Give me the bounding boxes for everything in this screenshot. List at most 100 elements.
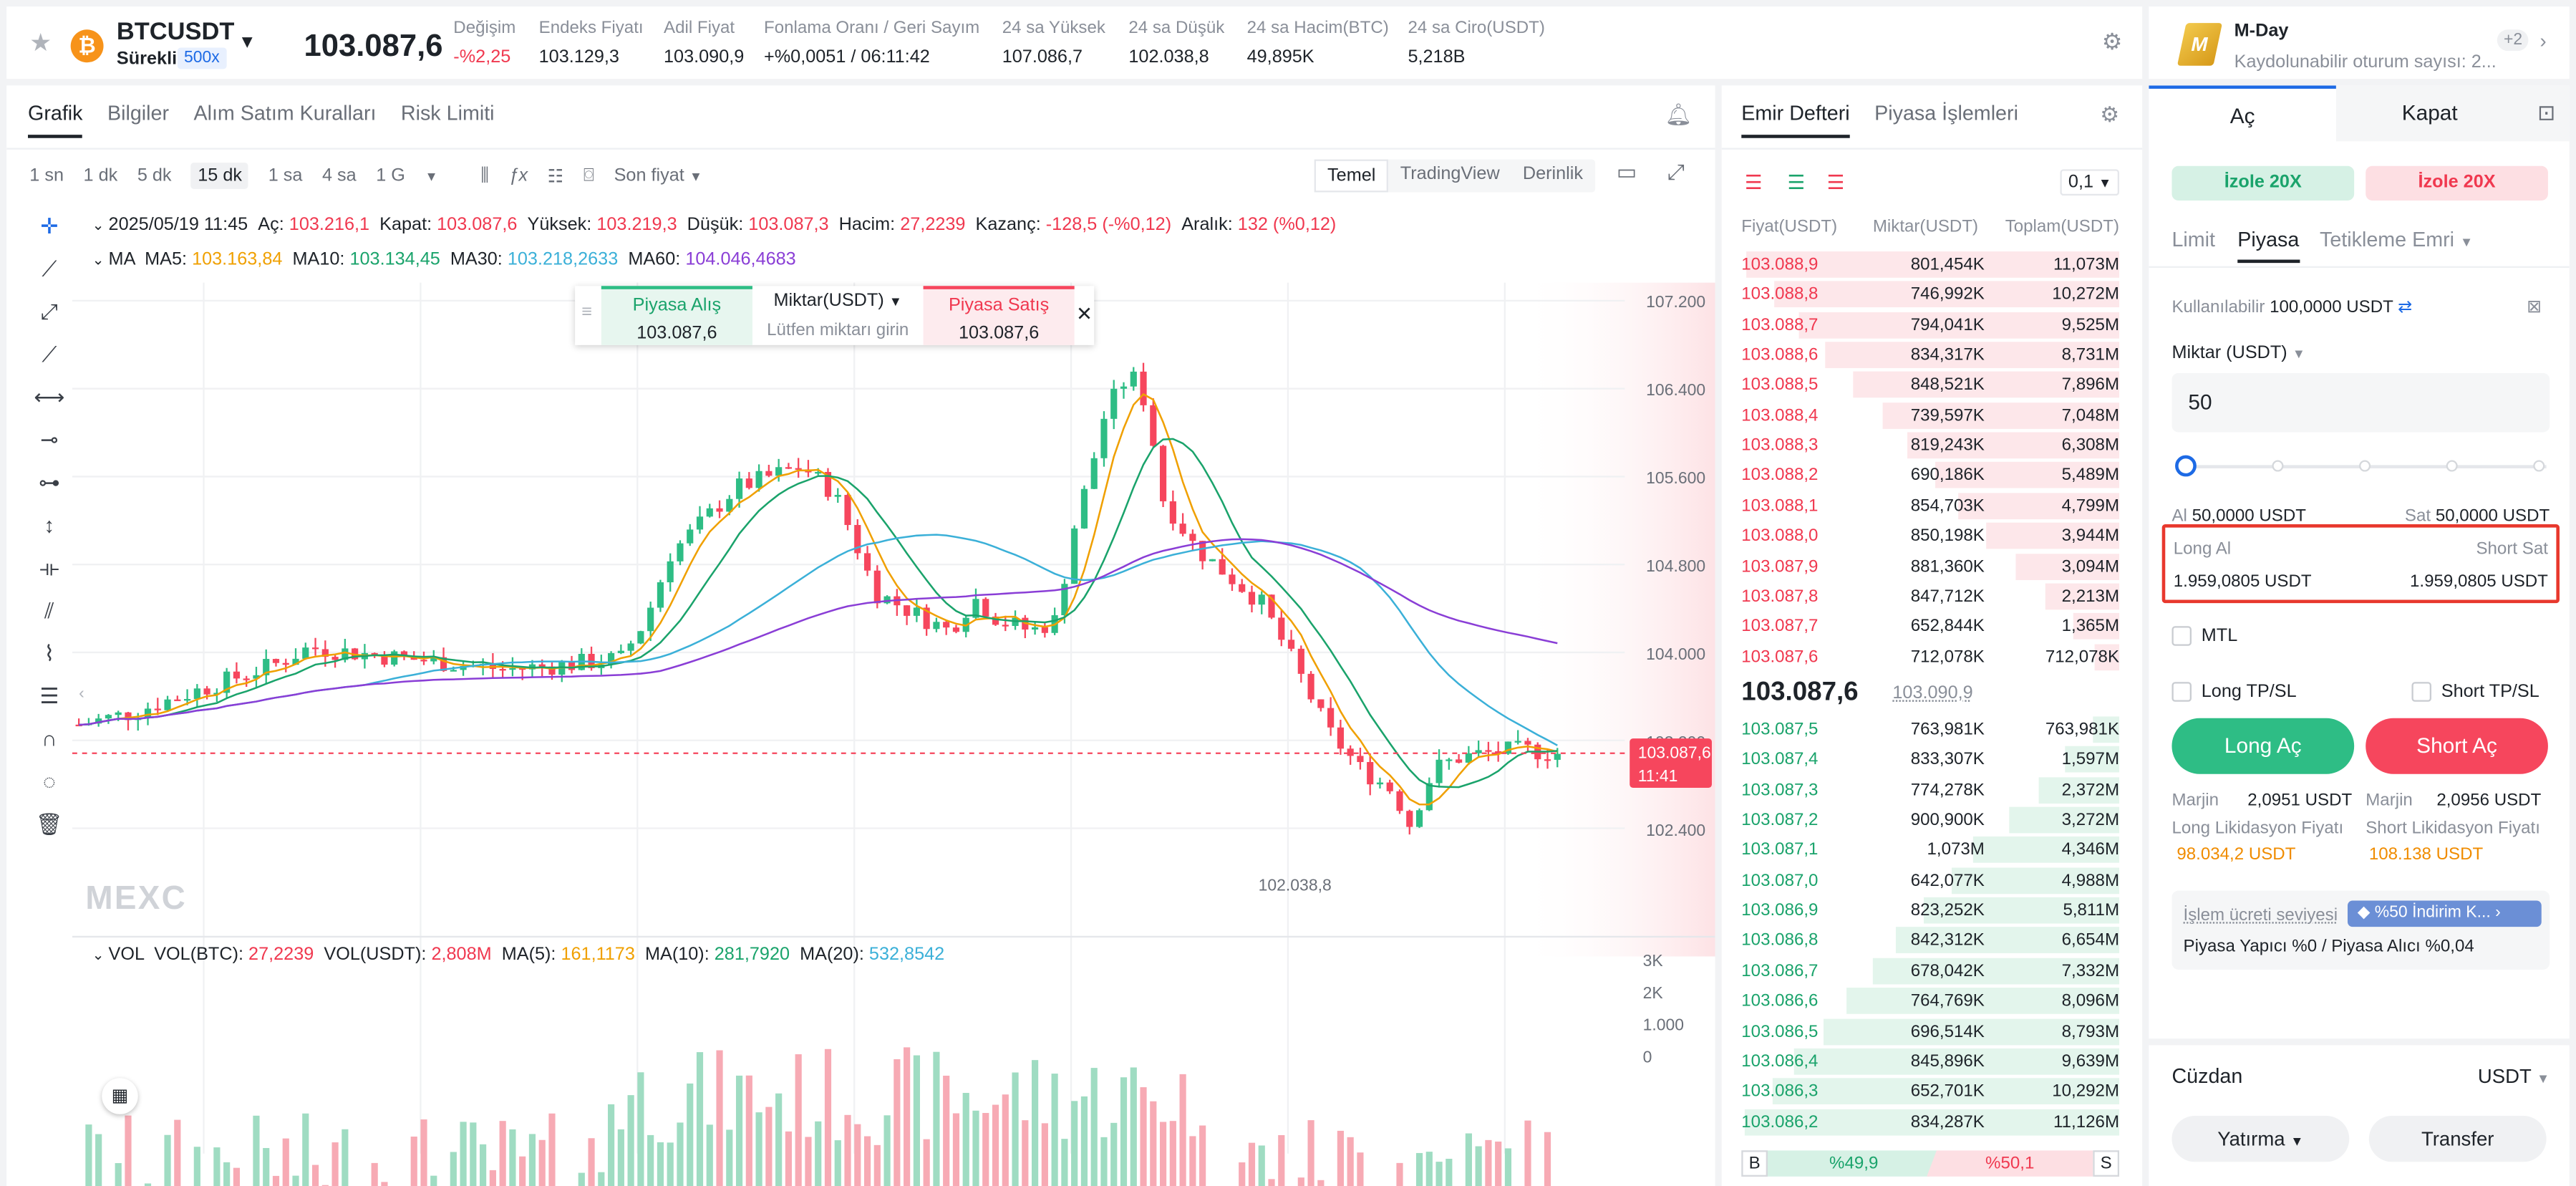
book-mode-asks-icon[interactable]: ☰ bbox=[1826, 170, 1845, 194]
slider-tick[interactable] bbox=[2272, 460, 2284, 472]
fee-discount-badge[interactable]: ◆ %50 İndirim K... › bbox=[2347, 900, 2542, 927]
bell-icon[interactable]: 🔔︎ bbox=[1665, 102, 1693, 127]
close-icon[interactable]: ✕ bbox=[1075, 302, 1093, 326]
timeframe-more-icon[interactable]: ▼ bbox=[425, 168, 438, 183]
mode-tradingview[interactable]: TradingView bbox=[1400, 164, 1500, 184]
bid-row[interactable]: 103.087,0 642,077K 4,988M bbox=[1722, 866, 2142, 896]
ask-row[interactable]: 103.087,7 652,844K 1,365M bbox=[1722, 612, 2142, 642]
open-short-button[interactable]: Short Aç bbox=[2366, 718, 2548, 774]
timeframe-5m[interactable]: 5 dk bbox=[137, 165, 172, 186]
calculator-icon[interactable]: ⊡ bbox=[2523, 85, 2570, 142]
timeframe-1s[interactable]: 1 sn bbox=[29, 165, 64, 186]
order-type-limit[interactable]: Limit bbox=[2171, 228, 2216, 252]
bid-row[interactable]: 103.086,2 834,287K 11,126M bbox=[1722, 1107, 2142, 1137]
horizontal-ray-icon[interactable]: ⊸ bbox=[40, 427, 59, 453]
camera-icon[interactable]: ⌼ bbox=[583, 165, 595, 185]
layout-icon[interactable]: ☷ bbox=[547, 166, 564, 187]
deposit-button[interactable]: Yatırma ▼ bbox=[2171, 1116, 2350, 1162]
ask-row[interactable]: 103.088,0 850,198K 3,944M bbox=[1722, 521, 2142, 551]
mday-banner[interactable]: M M-Day Kaydolunabilir oturum sayısı: 2.… bbox=[2149, 6, 2570, 79]
ask-row[interactable]: 103.087,9 881,360K 3,094M bbox=[1722, 551, 2142, 582]
price-chart[interactable]: 107.200 106.400 105.600 104.800 104.000 103.2… bbox=[6, 85, 1715, 1186]
extended-line-icon[interactable]: ⟋ bbox=[42, 342, 57, 367]
tab-risk-limit[interactable]: Risk Limiti bbox=[400, 102, 495, 125]
short-tpsl-checkbox[interactable] bbox=[2411, 682, 2432, 702]
book-settings-icon[interactable]: ⚙ bbox=[2100, 102, 2120, 127]
slider-tick[interactable] bbox=[2533, 460, 2545, 472]
quick-qty-field[interactable]: Miktar(USDT) ▼ Lütfen miktarı girin bbox=[756, 291, 920, 340]
collapse-icon[interactable]: ⌄ bbox=[92, 216, 109, 233]
drag-handle-icon[interactable]: ≡ bbox=[581, 302, 593, 322]
indicator-icon[interactable]: ƒx bbox=[508, 165, 528, 186]
order-type-trigger[interactable]: Tetikleme Emri ▼ bbox=[2319, 228, 2474, 252]
bid-row[interactable]: 103.086,8 842,312K 6,654M bbox=[1722, 926, 2142, 956]
tab-grafik[interactable]: Grafik bbox=[28, 102, 83, 138]
collapse-icon[interactable]: ⌄ bbox=[92, 946, 109, 963]
tab-bilgiler[interactable]: Bilgiler bbox=[107, 102, 170, 125]
fullscreen-icon[interactable]: ⤢ bbox=[1667, 159, 1685, 184]
timeframe-4h[interactable]: 4 sa bbox=[321, 165, 357, 186]
window-icon[interactable]: ▭ bbox=[1616, 159, 1637, 184]
calendar-icon[interactable]: ▦ bbox=[102, 1078, 138, 1114]
hide-drawings-icon[interactable]: ◌ bbox=[42, 768, 56, 794]
ask-row[interactable]: 103.088,5 848,521K 7,896M bbox=[1722, 370, 2142, 400]
ray-icon[interactable]: ⤢ bbox=[40, 299, 58, 324]
ask-row[interactable]: 103.088,8 746,992K 10,272M bbox=[1722, 280, 2142, 310]
fee-calc-icon[interactable]: ⊠ bbox=[2527, 297, 2542, 317]
timeframe-1m[interactable]: 1 dk bbox=[83, 165, 118, 186]
bid-row[interactable]: 103.086,6 764,769K 8,096M bbox=[1722, 986, 2142, 1016]
ask-row[interactable]: 103.088,7 794,041K 9,525M bbox=[1722, 310, 2142, 340]
magnet-icon[interactable]: ∩ bbox=[42, 726, 57, 751]
price-type-select[interactable]: Son fiyat ▼ bbox=[614, 165, 703, 186]
tab-trading-rules[interactable]: Alım Satım Kuralları bbox=[193, 102, 377, 125]
mode-basic[interactable]: Temel bbox=[1314, 159, 1389, 193]
ask-row[interactable]: 103.088,4 739,597K 7,048M bbox=[1722, 400, 2142, 430]
tab-open[interactable]: Aç bbox=[2149, 85, 2336, 141]
bid-row[interactable]: 103.086,7 678,042K 7,332M bbox=[1722, 956, 2142, 986]
bid-row[interactable]: 103.087,1 1,073M 4,346M bbox=[1722, 836, 2142, 866]
tab-close[interactable]: Kapat bbox=[2335, 85, 2524, 142]
wallet-currency-select[interactable]: USDT ▼ bbox=[2477, 1064, 2550, 1089]
market-buy-button[interactable]: Piyasa Alış 103.087,6 bbox=[601, 286, 752, 345]
ask-row[interactable]: 103.087,6 712,078K 712,078K bbox=[1722, 642, 2142, 672]
ask-row[interactable]: 103.088,9 801,454K 11,073M bbox=[1722, 250, 2142, 280]
timeframe-1h[interactable]: 1 sa bbox=[268, 165, 303, 186]
slider-tick[interactable] bbox=[2446, 460, 2458, 472]
timeframe-1d[interactable]: 1 G bbox=[376, 165, 405, 186]
symbol-dropdown-icon[interactable]: ▼ bbox=[238, 32, 256, 53]
long-tpsl-checkbox[interactable] bbox=[2171, 682, 2192, 702]
transfer-arrows-icon[interactable]: ⇄ bbox=[2398, 297, 2413, 317]
bid-row[interactable]: 103.087,5 763,981K 763,981K bbox=[1722, 715, 2142, 745]
channel-icon[interactable]: ⫽ bbox=[44, 598, 54, 623]
bid-row[interactable]: 103.087,2 900,900K 3,272M bbox=[1722, 805, 2142, 835]
pattern-icon[interactable]: ⌇ bbox=[44, 640, 55, 666]
trend-line-icon[interactable]: ⟋ bbox=[42, 256, 57, 281]
ask-row[interactable]: 103.087,8 847,712K 2,213M bbox=[1722, 582, 2142, 612]
tab-market-trades[interactable]: Piyasa İşlemleri bbox=[1874, 102, 2018, 125]
qty-unit-select[interactable]: Miktar (USDT) ▼ bbox=[2171, 343, 2305, 364]
open-long-button[interactable]: Long Aç bbox=[2171, 718, 2355, 774]
ask-row[interactable]: 103.088,3 819,243K 6,308M bbox=[1722, 430, 2142, 461]
horizontal-line-icon[interactable]: ⟷ bbox=[34, 384, 65, 410]
delete-icon[interactable]: 🗑︎ bbox=[35, 811, 63, 837]
symbol-name[interactable]: BTCUSDT bbox=[116, 18, 235, 47]
precision-select[interactable]: 0,1 ▼ bbox=[2060, 169, 2120, 196]
ask-row[interactable]: 103.088,6 834,317K 8,731M bbox=[1722, 340, 2142, 370]
transfer-button[interactable]: Transfer bbox=[2368, 1116, 2547, 1162]
tab-order-book[interactable]: Emir Defteri bbox=[1741, 102, 1850, 138]
mtl-checkbox[interactable] bbox=[2171, 626, 2192, 646]
slider-tick[interactable] bbox=[2359, 460, 2371, 472]
timeframe-15m[interactable]: 15 dk bbox=[191, 163, 249, 189]
bid-row[interactable]: 103.086,9 823,252K 5,811M bbox=[1722, 896, 2142, 926]
price-line-icon[interactable]: ⊶ bbox=[38, 470, 60, 495]
bid-row[interactable]: 103.087,4 833,307K 1,597M bbox=[1722, 745, 2142, 775]
market-sell-button[interactable]: Piyasa Satış 103.087,6 bbox=[923, 286, 1075, 345]
collapse-toolbar-icon[interactable]: ‹ bbox=[79, 685, 84, 704]
book-mode-both-icon[interactable]: ☰ bbox=[1744, 170, 1763, 194]
book-mode-bids-icon[interactable]: ☰ bbox=[1787, 170, 1806, 194]
long-margin-button[interactable]: İzole 20X bbox=[2171, 165, 2355, 201]
leverage-slider-handle[interactable] bbox=[2175, 455, 2197, 477]
favorite-star-icon[interactable]: ★ bbox=[29, 29, 52, 58]
fibonacci-icon[interactable]: ☰ bbox=[39, 683, 59, 708]
mode-depth[interactable]: Derinlik bbox=[1522, 164, 1584, 184]
